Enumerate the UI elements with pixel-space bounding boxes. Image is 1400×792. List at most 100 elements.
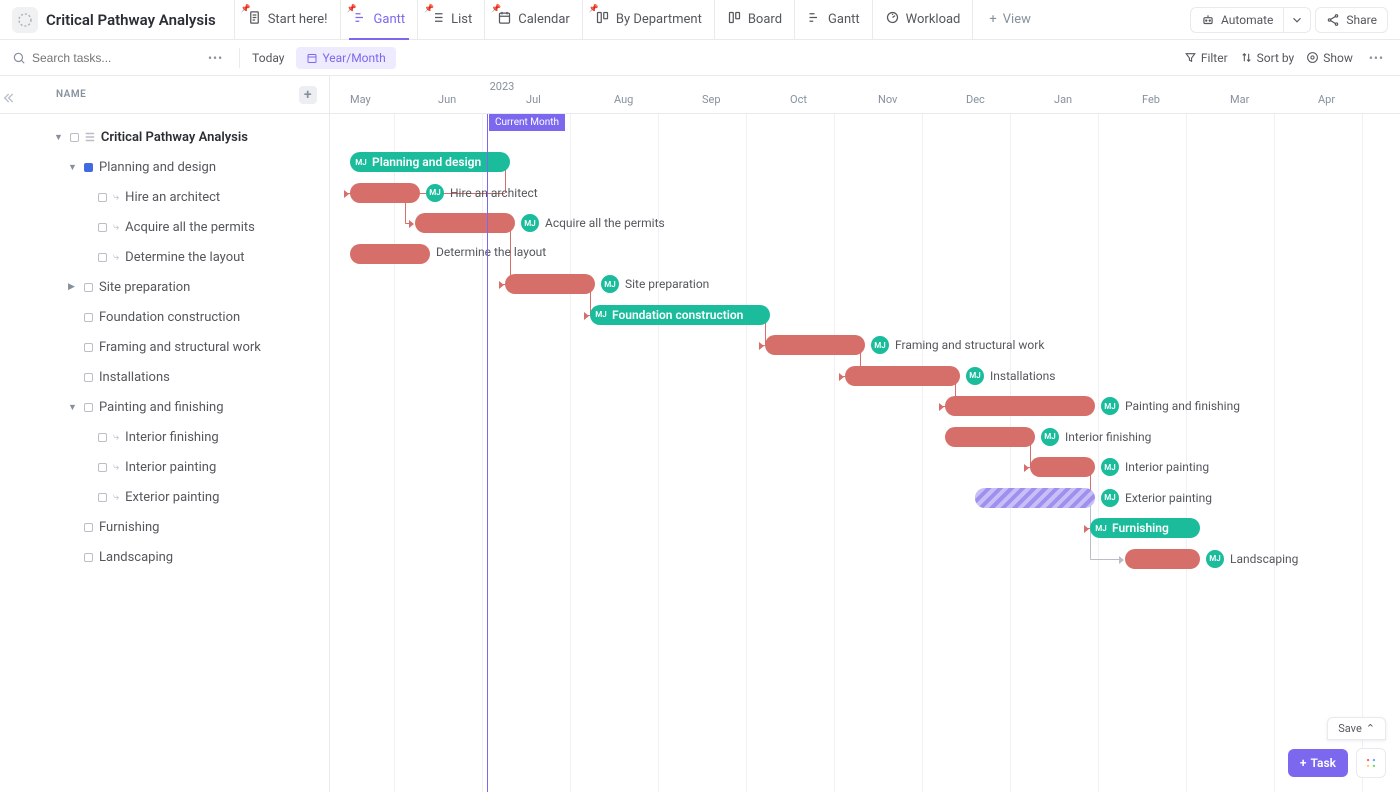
gantt-bar[interactable] xyxy=(765,335,865,355)
collapse-sidebar-icon[interactable] xyxy=(0,90,16,110)
gantt-bar[interactable]: MJFurnishing xyxy=(1090,518,1200,538)
assignee-avatar[interactable]: MJ xyxy=(426,184,444,202)
gantt-bar[interactable] xyxy=(350,244,430,264)
status-square-icon[interactable] xyxy=(98,433,107,442)
bar-label-group[interactable]: MJExterior painting xyxy=(1101,489,1212,507)
show-button[interactable]: Show xyxy=(1306,51,1353,65)
assignee-avatar[interactable]: MJ xyxy=(1101,397,1119,415)
status-square-icon[interactable] xyxy=(84,403,93,412)
tree-row[interactable]: ⤷Interior painting xyxy=(0,452,329,482)
status-square-icon[interactable] xyxy=(84,313,93,322)
assignee-avatar[interactable]: MJ xyxy=(1041,428,1059,446)
status-square-icon[interactable] xyxy=(98,493,107,502)
assignee-avatar[interactable]: MJ xyxy=(601,275,619,293)
tree-row[interactable]: ⤷Interior finishing xyxy=(0,422,329,452)
view-tab-workload[interactable]: Workload xyxy=(873,0,974,39)
today-button[interactable]: Today xyxy=(252,51,284,65)
bar-label-group[interactable]: MJInterior finishing xyxy=(1041,428,1151,446)
automate-button[interactable]: Automate xyxy=(1190,7,1284,33)
gantt-bar[interactable] xyxy=(975,488,1095,508)
chevron-icon[interactable]: ▶ xyxy=(68,282,78,292)
tree-row[interactable]: Furnishing xyxy=(0,512,329,542)
gantt-bar[interactable] xyxy=(415,213,515,233)
chevron-icon[interactable]: ▼ xyxy=(68,162,78,173)
status-square-icon[interactable] xyxy=(84,283,93,292)
automate-chevron[interactable] xyxy=(1284,7,1311,33)
status-square-icon[interactable] xyxy=(98,193,107,202)
status-square-icon[interactable] xyxy=(70,133,79,142)
gantt-bar[interactable] xyxy=(350,183,420,203)
bar-label-group[interactable]: MJInstallations xyxy=(966,367,1055,385)
gantt-body[interactable]: Current MonthMJPlanning and designMJHire… xyxy=(330,114,1400,792)
gantt-bar[interactable] xyxy=(945,396,1095,416)
tree-row[interactable]: ▼Painting and finishing xyxy=(0,392,329,422)
chevron-icon[interactable]: ▼ xyxy=(68,402,78,413)
view-tab-by-department[interactable]: 📌By Department xyxy=(583,0,715,39)
tree-row[interactable]: ▶Site preparation xyxy=(0,272,329,302)
status-square-icon[interactable] xyxy=(98,463,107,472)
bar-label-group[interactable]: MJHire an architect xyxy=(426,184,538,202)
gantt-bar[interactable] xyxy=(845,366,960,386)
gantt-bar[interactable] xyxy=(1030,457,1095,477)
project-title[interactable]: Critical Pathway Analysis xyxy=(46,11,216,29)
tree-row[interactable]: Landscaping xyxy=(0,542,329,572)
chevron-icon[interactable]: ▼ xyxy=(54,132,64,143)
search-more-icon[interactable]: ••• xyxy=(204,47,227,69)
view-tab-gantt[interactable]: 📌Gantt xyxy=(341,0,419,39)
gantt-bar[interactable] xyxy=(1125,549,1200,569)
status-square-icon[interactable] xyxy=(98,253,107,262)
status-square-icon[interactable] xyxy=(84,163,93,172)
bar-label-group[interactable]: MJLandscaping xyxy=(1206,550,1298,568)
status-square-icon[interactable] xyxy=(98,223,107,232)
tree-row[interactable]: ⤷Exterior painting xyxy=(0,482,329,512)
search-input[interactable] xyxy=(32,51,172,65)
gantt-bar[interactable]: MJPlanning and design xyxy=(350,152,510,172)
assignee-avatar[interactable]: MJ xyxy=(1206,550,1224,568)
bar-label-group[interactable]: MJInterior painting xyxy=(1101,458,1209,476)
tree-row[interactable]: ⤷Hire an architect xyxy=(0,182,329,212)
bar-label-group[interactable]: MJPainting and finishing xyxy=(1101,397,1240,415)
view-tab-list[interactable]: 📌List xyxy=(418,0,485,39)
add-column-button[interactable]: + xyxy=(299,86,317,104)
status-square-icon[interactable] xyxy=(84,523,93,532)
gantt-bar[interactable]: MJFoundation construction xyxy=(590,305,770,325)
assignee-avatar[interactable]: MJ xyxy=(592,306,610,324)
view-tab-calendar[interactable]: 📌Calendar xyxy=(485,0,583,39)
save-button[interactable]: Save ⌃ xyxy=(1327,717,1386,740)
status-square-icon[interactable] xyxy=(84,373,93,382)
view-tab-start-here-[interactable]: 📌Start here! xyxy=(234,0,341,39)
timescale-selector[interactable]: Year/Month xyxy=(296,47,395,69)
new-task-button[interactable]: + Task xyxy=(1288,749,1348,777)
bar-label-group[interactable]: MJSite preparation xyxy=(601,275,709,293)
tree-row[interactable]: ▼☰Critical Pathway Analysis xyxy=(0,122,329,152)
tree-row[interactable]: Framing and structural work xyxy=(0,332,329,362)
view-tab-gantt[interactable]: Gantt xyxy=(795,0,873,39)
tree-row[interactable]: Installations xyxy=(0,362,329,392)
assignee-avatar[interactable]: MJ xyxy=(1101,489,1119,507)
sort-button[interactable]: Sort by xyxy=(1240,51,1295,65)
assignee-avatar[interactable]: MJ xyxy=(521,214,539,232)
view-tab-board[interactable]: Board xyxy=(715,0,795,39)
status-square-icon[interactable] xyxy=(84,343,93,352)
tree-row[interactable]: ⤷Acquire all the permits xyxy=(0,212,329,242)
assignee-avatar[interactable]: MJ xyxy=(1101,458,1119,476)
tree-row[interactable]: ▼Planning and design xyxy=(0,152,329,182)
add-view-button[interactable]: + View xyxy=(977,12,1043,27)
bar-label-group[interactable]: MJAcquire all the permits xyxy=(521,214,665,232)
filter-button[interactable]: Filter xyxy=(1184,51,1228,65)
assignee-avatar[interactable]: MJ xyxy=(352,153,370,171)
status-square-icon[interactable] xyxy=(84,553,93,562)
bar-label-group[interactable]: Determine the layout xyxy=(436,245,546,259)
apps-button[interactable] xyxy=(1356,748,1386,778)
tree-row[interactable]: ⤷Determine the layout xyxy=(0,242,329,272)
assignee-avatar[interactable]: MJ xyxy=(966,367,984,385)
tree-row[interactable]: Foundation construction xyxy=(0,302,329,332)
gantt-bar[interactable] xyxy=(945,427,1035,447)
share-button[interactable]: Share xyxy=(1315,7,1388,33)
assignee-avatar[interactable]: MJ xyxy=(1092,519,1110,537)
assignee-avatar[interactable]: MJ xyxy=(871,336,889,354)
project-icon[interactable] xyxy=(12,7,38,33)
gantt-bar[interactable] xyxy=(505,274,595,294)
toolbar-more-icon[interactable]: ••• xyxy=(1365,47,1388,69)
bar-label-group[interactable]: MJFraming and structural work xyxy=(871,336,1044,354)
